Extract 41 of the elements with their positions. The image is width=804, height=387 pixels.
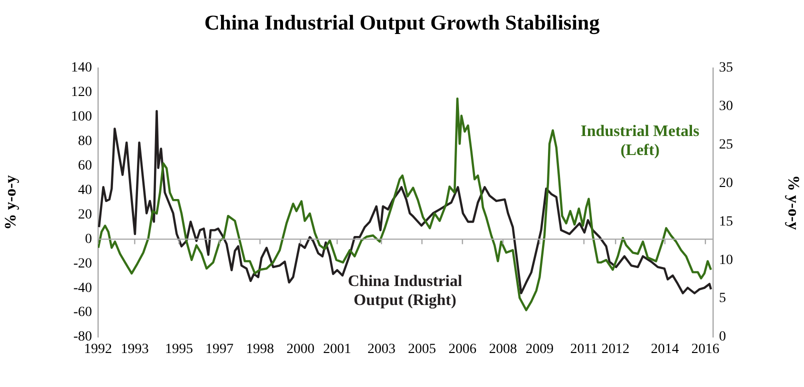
series-label: Industrial Metals (Left) [580, 123, 700, 160]
y2-tick-label: 5 [719, 291, 726, 306]
y-tick-label: -60 [73, 305, 92, 320]
x-tick-label: 1998 [246, 342, 274, 358]
y-axis-title: % y-o-y [2, 175, 20, 230]
x-tick-label: 1992 [84, 342, 112, 358]
chart-title: China Industrial Output Growth Stabilising [204, 10, 600, 34]
y2-tick-label: 20 [719, 176, 733, 191]
x-tick-label: 1995 [164, 342, 193, 358]
y2-tick-label: 25 [719, 138, 733, 153]
x-tick-label: 1997 [205, 342, 234, 358]
y-tick-label: 120 [71, 85, 92, 100]
y2-tick-label: 15 [719, 214, 733, 230]
x-tick-label: 2003 [367, 342, 396, 358]
x-tick-label: 1993 [120, 342, 149, 358]
y2-tick-label: 35 [719, 60, 733, 76]
x-tick-label: 2001 [323, 342, 352, 358]
y-tick-label: 20 [78, 207, 92, 222]
x-tick-label: 2008 [488, 342, 517, 358]
y-tick-label: 40 [78, 182, 92, 198]
y-tick-label: 60 [78, 158, 92, 174]
y-tick-label: -40 [73, 280, 92, 296]
y-tick-label: -80 [73, 330, 92, 345]
y-tick-label: 0 [85, 232, 92, 247]
y2-tick-label: 0 [719, 330, 726, 345]
x-tick-label: 2012 [602, 342, 630, 358]
y2-tick-label: 30 [719, 99, 733, 114]
x-tick-label: 2009 [526, 342, 554, 358]
y-tick-label: 140 [71, 60, 92, 76]
x-tick-label: 2011 [570, 342, 598, 358]
y-tick-label: 80 [78, 134, 92, 150]
x-tick-label: 2014 [650, 342, 679, 358]
x-tick-label: 2016 [691, 342, 720, 358]
y2-tick-label: 10 [719, 252, 733, 268]
y2-axis-title: % y-o-y [784, 175, 802, 230]
y-tick-label: -20 [73, 256, 92, 272]
series-label: China Industrial Output (Right) [348, 273, 463, 310]
x-tick-label: 2005 [408, 342, 436, 358]
x-tick-label: 2000 [286, 342, 314, 358]
y-tick-label: 100 [71, 110, 92, 125]
x-tick-label: 2006 [448, 342, 476, 358]
